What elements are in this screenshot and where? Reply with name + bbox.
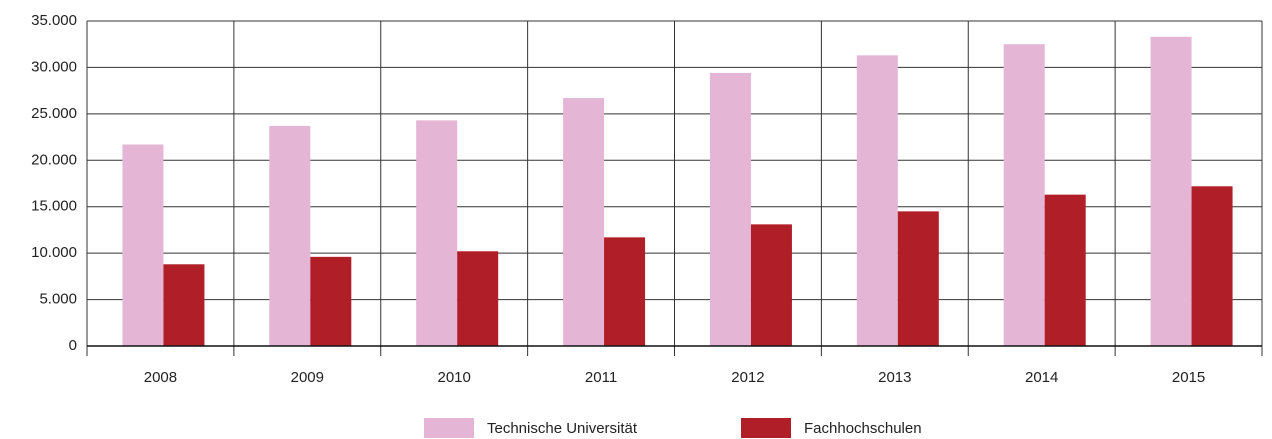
x-tick-label: 2008: [144, 369, 177, 386]
bar: [1044, 194, 1086, 346]
bar: [1150, 36, 1192, 347]
x-tick-label: 2014: [1025, 369, 1058, 386]
legend-swatch: [424, 418, 474, 438]
bar: [416, 120, 458, 346]
bar: [1003, 44, 1045, 346]
bar: [604, 237, 646, 346]
x-tick-label: 2010: [438, 369, 471, 386]
legend-swatch: [741, 418, 791, 438]
bar: [310, 256, 352, 346]
x-tick-label: 2015: [1172, 369, 1205, 386]
legend-label: Technische Universität: [487, 420, 638, 437]
y-tick-label: 20.000: [31, 151, 77, 168]
x-tick-label: 2012: [731, 369, 764, 386]
legend-label: Fachhochschulen: [804, 420, 922, 437]
bar: [750, 224, 792, 346]
x-tick-label: 2009: [291, 369, 324, 386]
y-tick-label: 35.000: [31, 12, 77, 29]
bar: [457, 251, 499, 346]
x-tick-label: 2011: [585, 369, 617, 386]
bar: [709, 73, 751, 346]
bar: [269, 125, 311, 346]
bar: [122, 144, 164, 346]
y-tick-label: 30.000: [31, 58, 77, 75]
y-tick-label: 5.000: [39, 291, 77, 308]
y-tick-label: 0: [69, 337, 77, 354]
y-tick-label: 25.000: [31, 105, 77, 122]
y-tick-label: 15.000: [31, 198, 77, 215]
x-tick-label: 2013: [878, 369, 911, 386]
bar: [563, 98, 605, 346]
bar: [1191, 186, 1233, 346]
bar: [897, 211, 939, 346]
bar: [856, 55, 898, 346]
bar: [163, 264, 205, 346]
y-tick-label: 10.000: [31, 244, 77, 261]
